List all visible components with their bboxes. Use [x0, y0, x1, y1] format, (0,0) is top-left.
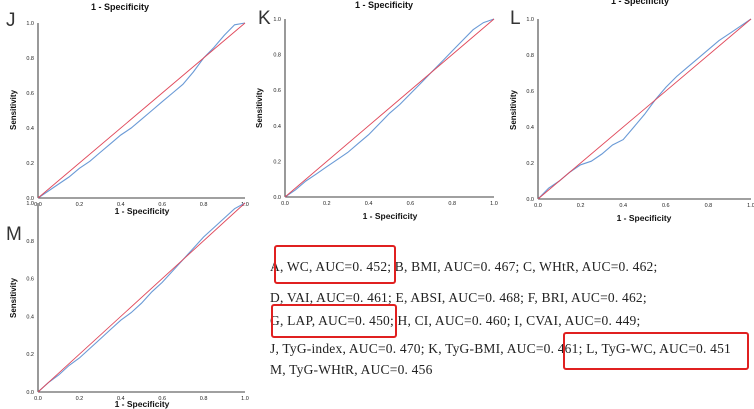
panel-label-l: L [510, 8, 521, 29]
y-tick-label-j: 0.4 [26, 126, 34, 132]
x-tick-label-k: 1.0 [490, 201, 498, 207]
y-axis-title-m: Sensitivity [9, 277, 18, 318]
y-tick-label-k: 0.2 [273, 159, 281, 165]
y-tick-label-m: 0.8 [26, 239, 34, 245]
x-tick-label-m: 0.8 [200, 396, 208, 402]
y-tick-label-l: 0.8 [526, 53, 534, 59]
y-tick-label-k: 0.4 [273, 124, 281, 130]
roc-curve-j [37, 22, 246, 199]
y-tick-label-m: 0.2 [26, 352, 34, 358]
y-tick-label-j: 0.0 [26, 196, 34, 202]
auc-line-4: J, TyG-index, AUC=0. 470; K, TyG-BMI, AU… [270, 341, 731, 356]
x-axis-title-k: 1 - Specificity [363, 211, 418, 221]
y-tick-label-j: 0.2 [26, 161, 34, 167]
y-tick-label-l: 0.4 [526, 125, 534, 131]
reference-line-l [537, 18, 752, 200]
x-tick-label-l: 0.0 [534, 203, 542, 209]
y-tick-label-m: 0.4 [26, 314, 34, 320]
x-tick-label-k: 0.6 [407, 201, 415, 207]
x-tick-label-m: 0.2 [76, 396, 84, 402]
x-tick-label-k: 0.2 [323, 201, 331, 207]
y-tick-label-k: 0.6 [273, 88, 281, 94]
top-caption-j: 1 - Specificity [91, 2, 149, 12]
top-caption-l: 1 - Specificity [611, 0, 669, 6]
x-tick-label-k: 0.8 [448, 201, 456, 207]
y-axis-title-k: Sensitivity [255, 87, 264, 128]
y-tick-label-j: 0.6 [26, 91, 34, 97]
y-tick-label-j: 0.8 [26, 56, 34, 62]
x-tick-label-m: 0.6 [158, 396, 166, 402]
x-axis-title-j: 1 - Specificity [115, 206, 170, 216]
reference-line-m [37, 202, 246, 393]
panel-label-k: K [258, 8, 271, 29]
highlight-box-tyg-wc [563, 332, 749, 370]
x-tick-label-l: 0.4 [619, 203, 627, 209]
x-tick-label-m: 0.0 [34, 396, 42, 402]
panel-label-j: J [6, 10, 16, 31]
y-axis-title-j: Sensitivity [9, 89, 18, 130]
x-tick-label-l: 0.6 [662, 203, 670, 209]
x-tick-label-j: 0.4 [117, 202, 125, 208]
x-axis-title-l: 1 - Specificity [617, 213, 672, 223]
top-caption-k: 1 - Specificity [355, 0, 413, 10]
y-tick-label-m: 0.6 [26, 277, 34, 283]
y-tick-label-l: 0.2 [526, 161, 534, 167]
y-tick-label-l: 0.6 [526, 89, 534, 95]
y-tick-label-l: 0.0 [526, 197, 534, 203]
x-tick-label-l: 1.0 [747, 203, 754, 209]
x-tick-label-j: 0.8 [200, 202, 208, 208]
x-tick-label-k: 0.4 [365, 201, 373, 207]
auc-line-2: D, VAI, AUC=0. 461; E, ABSI, AUC=0. 468;… [270, 290, 647, 305]
x-tick-label-j: 1.0 [241, 202, 249, 208]
y-tick-label-m: 0.0 [26, 390, 34, 396]
reference-line-j [37, 22, 246, 199]
x-tick-label-j: 0.6 [158, 202, 166, 208]
y-tick-label-j: 1.0 [26, 21, 34, 27]
y-tick-label-m: 1.0 [26, 201, 34, 207]
y-tick-label-k: 0.8 [273, 53, 281, 59]
x-tick-label-m: 1.0 [241, 396, 249, 402]
panel-label-m: M [6, 224, 22, 245]
x-tick-label-l: 0.2 [577, 203, 585, 209]
y-tick-label-k: 1.0 [273, 17, 281, 23]
auc-line-3: G, LAP, AUC=0. 450; H, CI, AUC=0. 460; I… [270, 313, 641, 328]
x-tick-label-k: 0.0 [281, 201, 289, 207]
x-axis-title-m: 1 - Specificity [115, 399, 170, 409]
y-tick-label-l: 1.0 [526, 17, 534, 23]
auc-line-1: A, WC, AUC=0. 452; B, BMI, AUC=0. 467; C… [270, 259, 658, 274]
y-tick-label-k: 0.0 [273, 195, 281, 201]
highlight-box-lap [271, 304, 397, 338]
roc-curve-l [537, 18, 752, 200]
roc-curve-k [284, 18, 495, 198]
reference-line-k [284, 18, 495, 198]
x-tick-label-m: 0.4 [117, 396, 125, 402]
y-axis-title-l: Sensitivity [509, 89, 518, 130]
roc-curve-m [37, 202, 246, 393]
highlight-box-wc [274, 245, 396, 284]
x-tick-label-j: 0.2 [76, 202, 84, 208]
auc-line-5: M, TyG-WHtR, AUC=0. 456 [270, 362, 433, 377]
x-tick-label-l: 0.8 [705, 203, 713, 209]
